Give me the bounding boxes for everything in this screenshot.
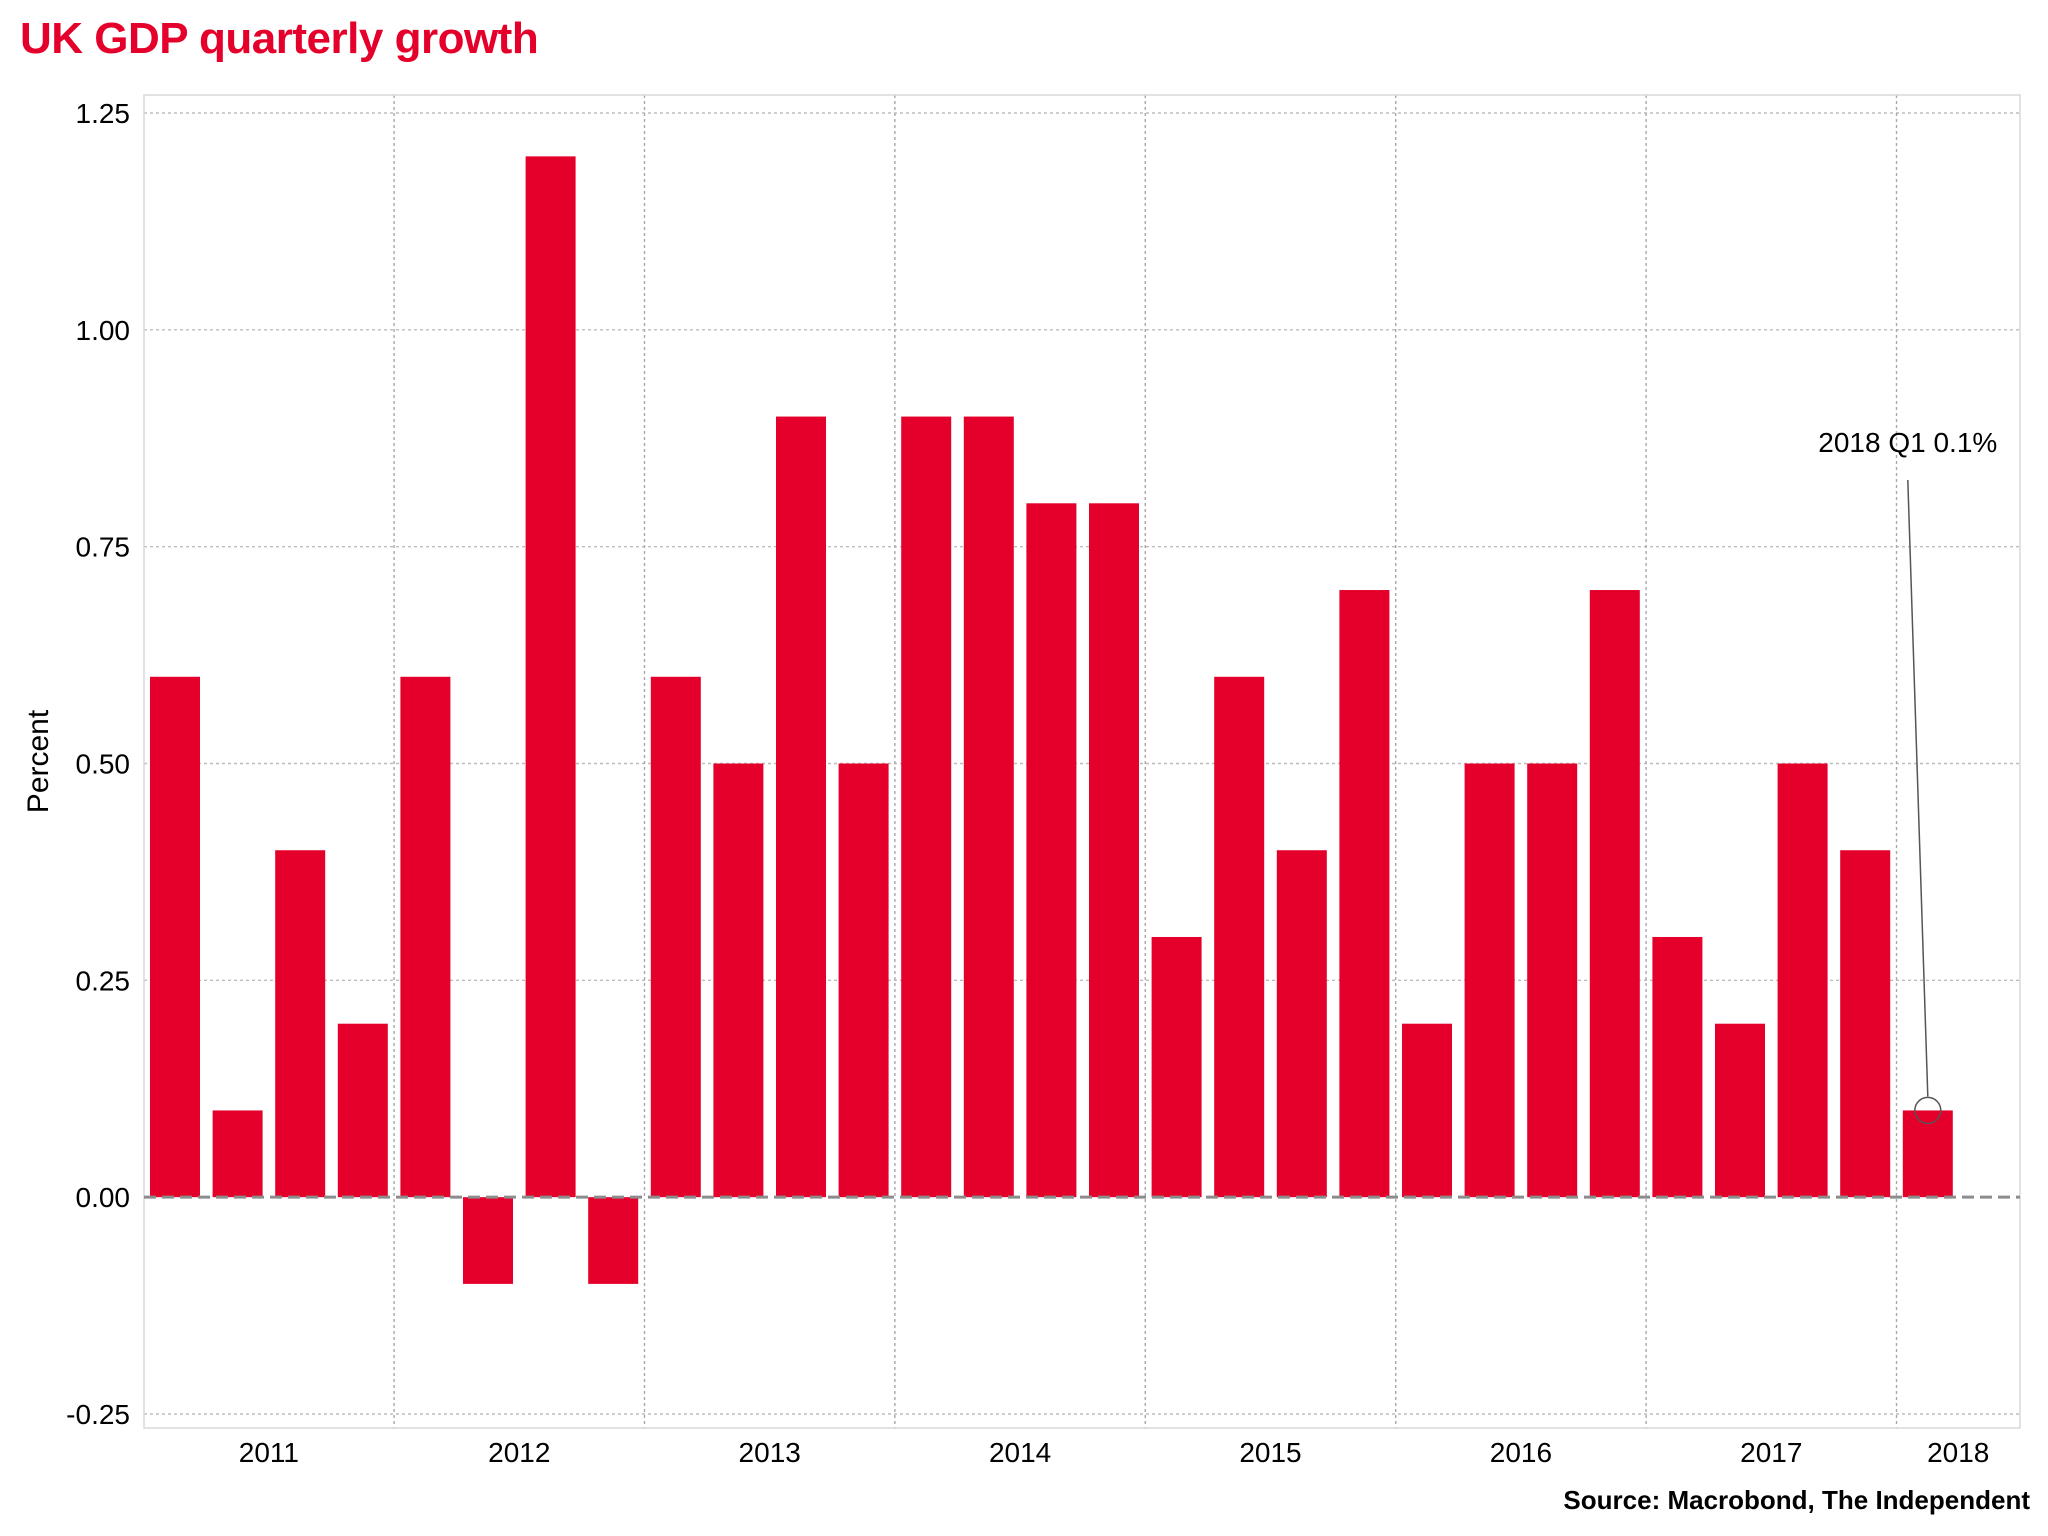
x-tick-label: 2018 (1927, 1437, 1989, 1468)
bar (1840, 850, 1891, 1198)
bar (776, 416, 826, 1198)
y-tick-label: 1.25 (76, 98, 131, 129)
x-tick-label: 2016 (1490, 1437, 1552, 1468)
bar (1339, 590, 1390, 1198)
bar (275, 850, 326, 1198)
bar (838, 763, 889, 1198)
bar (1151, 936, 1202, 1198)
bar (1715, 1023, 1765, 1198)
y-axis-title: Percent (22, 709, 55, 813)
bar (650, 676, 701, 1198)
chart-title: UK GDP quarterly growth (20, 14, 539, 63)
annotation: 2018 Q1 0.1% (1818, 427, 1997, 1125)
bar (1589, 590, 1640, 1198)
x-tick-label: 2011 (239, 1437, 299, 1468)
plot-frame (143, 94, 2021, 1429)
axes (143, 94, 2021, 1429)
bar (150, 676, 200, 1198)
bars (150, 156, 1953, 1284)
bar (525, 156, 576, 1198)
x-tick-label: 2017 (1740, 1437, 1802, 1468)
annotation-label: 2018 Q1 0.1% (1818, 427, 1997, 458)
y-tick-label: 0.50 (76, 749, 131, 780)
x-tick-label: 2013 (739, 1437, 801, 1468)
bar (1276, 850, 1327, 1198)
chart-source: Source: Macrobond, The Independent (1563, 1485, 2030, 1515)
bar (1089, 503, 1139, 1198)
bar (1777, 763, 1828, 1198)
y-tick-label: 0.25 (76, 965, 131, 996)
bar (963, 416, 1014, 1198)
x-tick-label: 2014 (989, 1437, 1051, 1468)
grid-lines (144, 95, 2020, 1428)
bar (1464, 763, 1515, 1198)
bar (400, 676, 451, 1198)
annotation-leader (1907, 479, 1929, 1097)
annotation-marker (1914, 1096, 1942, 1125)
bar (337, 1023, 388, 1198)
bar (212, 1110, 263, 1198)
bar (1402, 1023, 1452, 1198)
y-tick-label: 0.00 (76, 1182, 131, 1213)
x-tick-label: 2015 (1239, 1437, 1301, 1468)
bar (1652, 936, 1703, 1198)
bar (1527, 763, 1578, 1198)
bar (901, 416, 952, 1198)
x-tick-label: 2012 (488, 1437, 550, 1468)
bar (1902, 1110, 1953, 1198)
y-tick-label: -0.25 (66, 1399, 130, 1430)
bar (713, 763, 764, 1198)
bar (1214, 676, 1265, 1198)
tick-labels: -0.25 0.00 0.25 0.50 0.75 1.00 1.25 2011 2012 201… (22, 98, 1989, 1468)
y-tick-label: 0.75 (76, 532, 131, 563)
bar (588, 1197, 639, 1284)
y-tick-label: 1.00 (76, 315, 131, 346)
bar (463, 1197, 513, 1284)
bar (1026, 503, 1077, 1198)
